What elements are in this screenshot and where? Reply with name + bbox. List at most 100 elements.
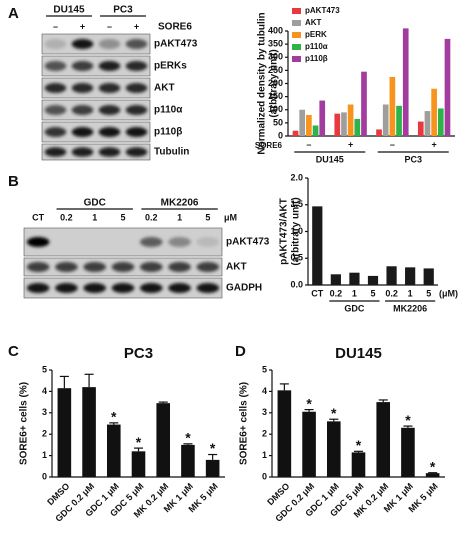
bar xyxy=(334,113,341,136)
blot-band xyxy=(139,237,163,247)
bar xyxy=(341,112,347,136)
row-label: pAKT473 xyxy=(226,237,270,248)
blot-band xyxy=(44,147,67,157)
blot-band xyxy=(139,262,163,272)
significance-star: * xyxy=(331,405,337,421)
bar xyxy=(57,388,72,477)
row-label: pERKs xyxy=(154,61,187,72)
blot-band xyxy=(83,262,107,272)
bar xyxy=(106,424,121,477)
y-tick-label: 2.0 xyxy=(290,172,303,182)
row-label: AKT xyxy=(226,262,247,273)
bar xyxy=(402,28,409,136)
y-axis-label: Normalized density by tubulin xyxy=(257,12,268,154)
significance-star: * xyxy=(405,412,411,428)
bar xyxy=(205,459,220,477)
legend-swatch xyxy=(292,32,301,38)
significance-star: * xyxy=(356,437,362,453)
blot-band xyxy=(111,283,135,293)
bar xyxy=(354,118,361,136)
blot-band xyxy=(55,262,78,272)
blot-band xyxy=(196,262,220,272)
bar xyxy=(292,130,299,136)
bar xyxy=(330,274,341,285)
y-tick-label: 1.5 xyxy=(290,199,303,209)
significance-star: * xyxy=(136,434,142,450)
bar xyxy=(424,111,431,136)
blot-strip xyxy=(41,143,151,161)
blot-band xyxy=(55,283,78,293)
bar xyxy=(156,403,171,477)
y-tick-label: 0 xyxy=(278,130,283,140)
x-tick-label: CT xyxy=(311,288,323,298)
blot-strip xyxy=(41,77,151,99)
unit-label: μM xyxy=(224,212,237,222)
y-tick-label: 0.0 xyxy=(290,279,303,289)
legend-swatch xyxy=(292,44,301,50)
blot-band xyxy=(168,283,191,293)
blot-band xyxy=(44,61,67,71)
y-tick-label: 2 xyxy=(262,429,267,439)
blot-band xyxy=(98,61,121,71)
y-tick-label: 1 xyxy=(42,450,47,460)
blot-band xyxy=(71,105,94,115)
row-label: pAKT473 xyxy=(154,39,198,50)
bar xyxy=(386,266,397,285)
blot-band xyxy=(44,105,67,115)
bar xyxy=(181,444,195,477)
legend-label: p110α xyxy=(305,42,328,51)
y-tick-label: 5 xyxy=(262,364,267,374)
y-tick-label: 300 xyxy=(268,52,283,62)
x-tick-label: 0.2 xyxy=(385,288,398,298)
x-tick-label: – xyxy=(306,139,311,149)
legend-label: AKT xyxy=(305,18,322,27)
panel-label: A xyxy=(8,5,19,22)
y-tick-label: 250 xyxy=(268,65,283,75)
group-label: GDC xyxy=(344,303,365,313)
bar xyxy=(326,421,341,477)
x-tick-label: + xyxy=(431,139,436,149)
y-tick-label: 100 xyxy=(268,104,283,114)
blot-band xyxy=(139,283,163,293)
y-tick-label: 5 xyxy=(42,364,47,374)
bar xyxy=(347,104,354,136)
bar xyxy=(431,88,437,136)
blot-band xyxy=(98,147,121,157)
blot-band xyxy=(44,83,67,93)
blot-band xyxy=(71,39,94,49)
bar xyxy=(382,104,389,136)
lane-label: 5 xyxy=(205,212,210,222)
blot-band xyxy=(98,83,121,93)
blot-band xyxy=(44,39,67,49)
blot-band xyxy=(125,127,148,137)
blot-band xyxy=(44,127,67,137)
bar xyxy=(437,108,444,136)
legend-swatch xyxy=(292,8,301,14)
group-label: GDC xyxy=(84,198,106,209)
significance-star: * xyxy=(111,409,117,425)
x-tick-label: 1 xyxy=(408,288,413,298)
panel-label: D xyxy=(235,343,246,360)
y-tick-label: 1.0 xyxy=(290,226,303,236)
bar xyxy=(417,121,424,136)
x-tick-label: 0.2 xyxy=(330,288,343,298)
bar xyxy=(351,452,366,477)
y-tick-label: 0 xyxy=(42,471,47,481)
y-axis-label: SORE6+ cells (%) xyxy=(239,382,250,465)
bar xyxy=(396,105,402,136)
blot-band xyxy=(98,127,121,137)
blot-strip xyxy=(23,227,223,257)
legend-label: p110β xyxy=(305,54,328,63)
y-axis-label: (arbitrary unit) xyxy=(269,49,280,117)
lane-label: CT xyxy=(32,212,44,222)
blot-band xyxy=(98,39,121,49)
lane-label: 1 xyxy=(177,212,182,222)
chart-title: DU145 xyxy=(335,345,382,362)
blot-band xyxy=(168,262,191,272)
y-tick-label: 1 xyxy=(262,450,267,460)
x-tick-label: – xyxy=(390,139,395,149)
x-tick-label: 1 xyxy=(352,288,357,298)
group-label: DU145 xyxy=(53,5,85,16)
blot-band xyxy=(71,127,94,137)
group-label: MK2206 xyxy=(393,303,427,313)
